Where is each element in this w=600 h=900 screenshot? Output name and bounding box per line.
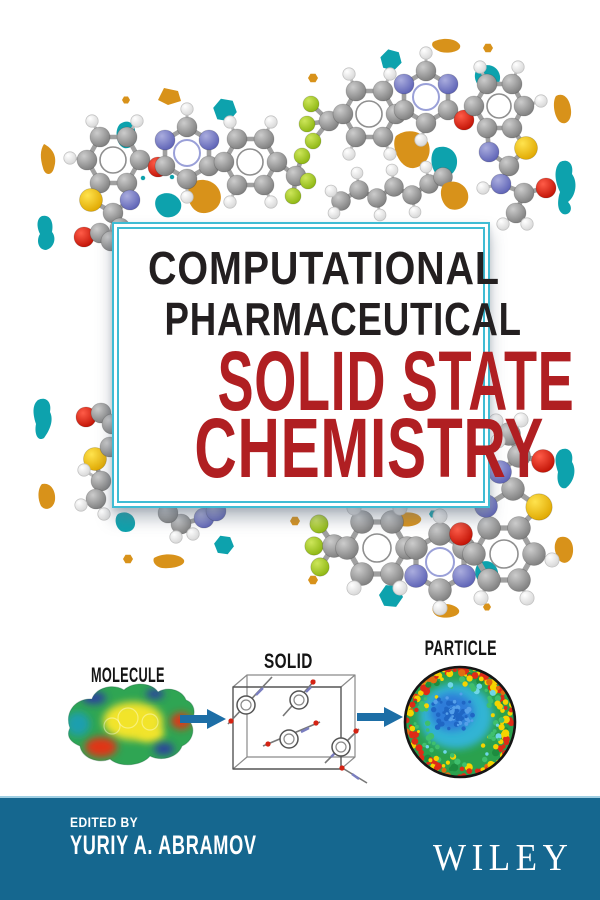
arrow-icon <box>357 707 403 727</box>
title-panel: COMPUTATIONAL PHARMACEUTICAL SOLID STATE… <box>112 222 574 508</box>
molecule-models <box>63 46 560 616</box>
wiley-logo: WILEY <box>432 837 574 879</box>
solid-unit-cell <box>227 674 368 784</box>
title-line-4: CHEMISTRY <box>194 401 545 495</box>
footer-band: EDITED BY YURIY A. ABRAMOV WILEY <box>0 796 600 900</box>
editor-name: YURIY A. ABRAMOV <box>70 830 257 860</box>
diagram-stage-label-molecule: MOLECULE <box>91 664 165 687</box>
arrow-icon <box>180 709 226 729</box>
diagram-stage-label-particle: PARTICLE <box>424 637 498 660</box>
title-line-3: SOLID STATE <box>217 334 575 428</box>
isosurface-blobs-front <box>440 181 469 210</box>
particle-cross-section <box>403 665 517 779</box>
diagram-stage-label-solid: SOLID <box>263 650 313 673</box>
title-line-1: COMPUTATIONAL <box>147 242 500 294</box>
title-line-2: PHARMACEUTICAL <box>164 293 522 345</box>
edited-by-label: EDITED BY <box>70 814 139 830</box>
molecule-esp-surface <box>67 683 195 766</box>
title-panel-inner: COMPUTATIONAL PHARMACEUTICAL SOLID STATE… <box>117 227 574 503</box>
